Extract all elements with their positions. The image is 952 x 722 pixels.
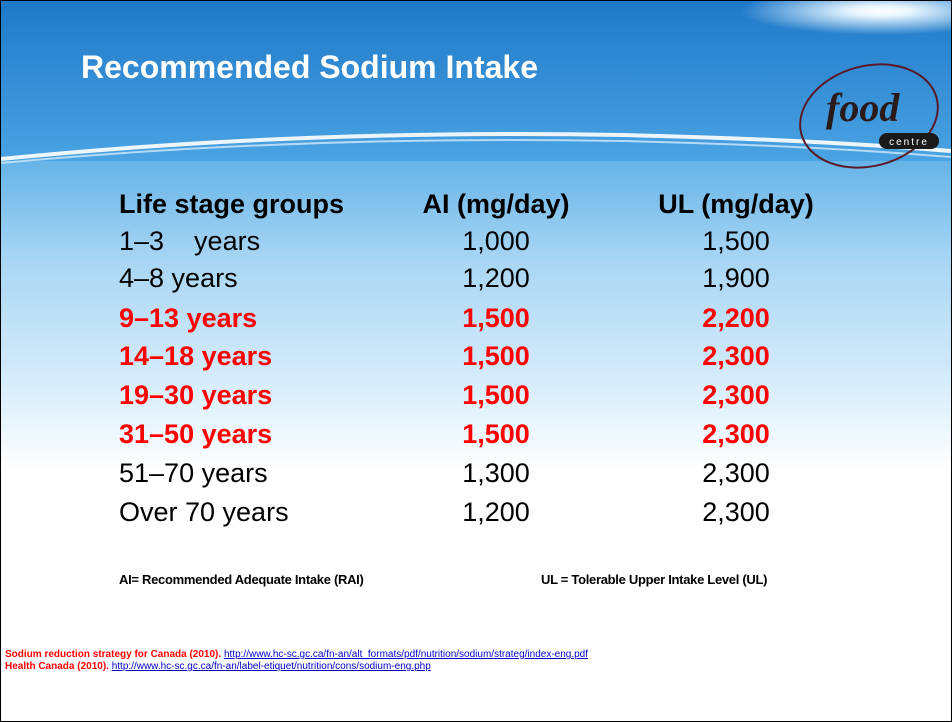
- cell: 2,300: [702, 380, 770, 410]
- reference-source: Health Canada (2010).: [5, 661, 109, 672]
- logo-sub: centre: [889, 137, 929, 148]
- reference-link[interactable]: http://www.hc-sc.gc.ca/fn-an/alt_formats…: [223, 649, 589, 660]
- reference-link[interactable]: http://www.hc-sc.gc.ca/fn-an/label-etiqu…: [111, 661, 431, 672]
- cell: 31–50 years: [119, 419, 273, 449]
- cell: 1,500: [462, 341, 530, 371]
- reference: Sodium reduction strategy for Canada (20…: [5, 649, 588, 660]
- cell: 1,000: [462, 226, 530, 256]
- cell: 1,500: [462, 303, 530, 333]
- cell: 9–13 years: [119, 303, 258, 333]
- cell: 1–3 years: [119, 226, 261, 256]
- cell: 2,300: [702, 497, 770, 527]
- cell: 2,200: [702, 303, 770, 333]
- cell: 1,500: [462, 380, 530, 410]
- cell: 4–8 years: [119, 263, 238, 293]
- cell: 2,300: [702, 458, 770, 488]
- cell: 1,900: [702, 263, 770, 293]
- cell: 51–70 years: [119, 458, 268, 488]
- slide-title: Recommended Sodium Intake: [81, 49, 538, 85]
- cell: 1,200: [462, 263, 530, 293]
- cell: 1,500: [702, 226, 770, 256]
- cell: 2,300: [702, 341, 770, 371]
- reference-source: Sodium reduction strategy for Canada (20…: [5, 649, 222, 660]
- cell: Over 70 years: [119, 497, 289, 527]
- note: AI= Recommended Adequate Intake (RAI): [119, 572, 364, 587]
- cell: 19–30 years: [119, 380, 273, 410]
- header-decor: food centre: [1, 63, 951, 169]
- cell: 14–18 years: [119, 341, 273, 371]
- header-cell: AI (mg/day): [422, 189, 570, 219]
- header-cell: Life stage groups: [119, 189, 345, 219]
- reference: Health Canada (2010). http://www.hc-sc.g…: [5, 661, 431, 672]
- logo-word: food: [826, 85, 900, 130]
- note: UL = Tolerable Upper Intake Level (UL): [541, 572, 768, 587]
- cell: 1,500: [462, 419, 530, 449]
- cell: 1,200: [462, 497, 530, 527]
- cell: 1,300: [462, 458, 530, 488]
- cell: 2,300: [702, 419, 770, 449]
- header-cell: UL (mg/day): [658, 189, 814, 219]
